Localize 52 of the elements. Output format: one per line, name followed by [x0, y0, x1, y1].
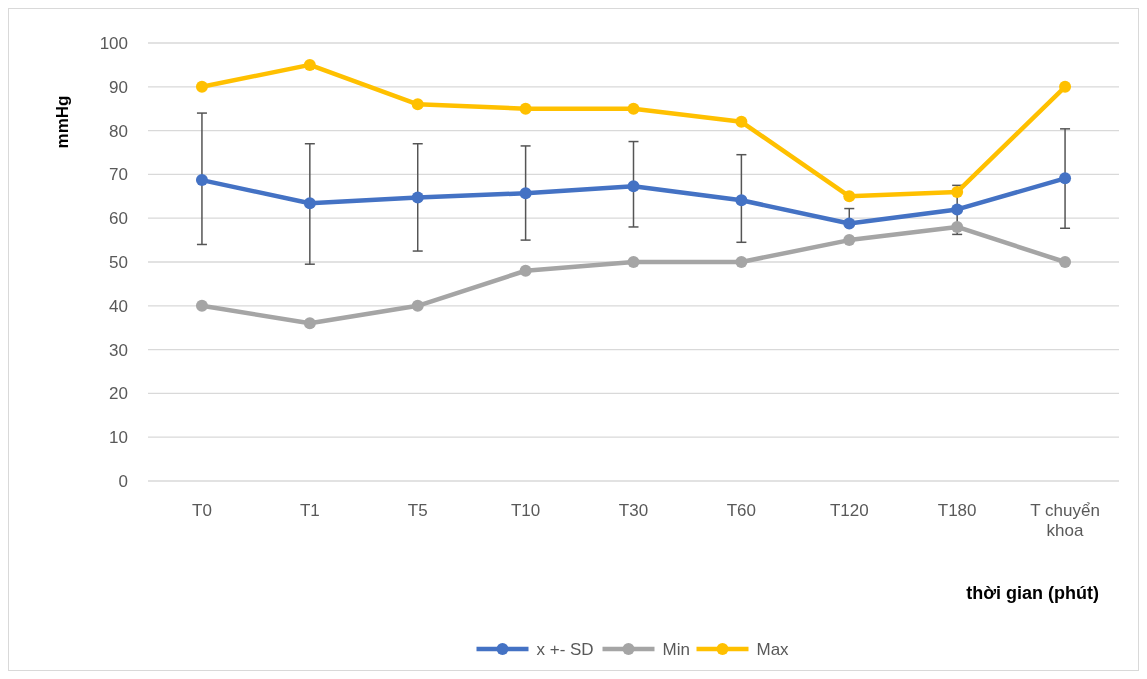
- y-tick-label: 0: [118, 471, 128, 491]
- point: [1059, 172, 1072, 185]
- x-tick-label: T1: [299, 501, 320, 520]
- y-tick-label: 20: [109, 384, 128, 404]
- x-tick-label: T10: [510, 501, 541, 520]
- x-tick-label: T120: [829, 501, 869, 520]
- point: [519, 102, 532, 115]
- y-tick-label: 40: [109, 296, 128, 316]
- point: [1059, 80, 1072, 93]
- point: [411, 299, 424, 312]
- point: [735, 256, 748, 268]
- y-tick-label: 90: [109, 77, 128, 97]
- y-tick-label: 10: [109, 428, 128, 448]
- x-tick-label: T0: [192, 501, 212, 520]
- point: [627, 102, 640, 115]
- legend-label: Min: [662, 639, 690, 659]
- point: [411, 98, 424, 111]
- point: [735, 194, 748, 207]
- point: [843, 217, 856, 230]
- point: [843, 190, 856, 203]
- point: [411, 191, 424, 204]
- point: [519, 264, 532, 277]
- point: [195, 80, 208, 93]
- point: [951, 185, 964, 198]
- point: [195, 174, 208, 187]
- y-tick-label: 70: [109, 165, 128, 185]
- y-tick-label: 100: [99, 33, 128, 53]
- point: [303, 197, 316, 210]
- y-axis-title: mmHg: [53, 95, 72, 149]
- point: [843, 234, 856, 247]
- point: [627, 256, 640, 268]
- point: [1059, 256, 1072, 268]
- point: [519, 187, 532, 200]
- y-tick-label: 60: [109, 209, 128, 229]
- y-tick-label: 50: [109, 252, 128, 272]
- legend-label: Max: [756, 639, 790, 659]
- point: [951, 203, 964, 216]
- point: [303, 317, 316, 330]
- point: [195, 299, 208, 312]
- y-tick-label: 30: [109, 340, 128, 360]
- legend-label: x +- SD: [536, 639, 594, 659]
- point: [951, 220, 964, 233]
- x-axis-title: thời gian (phút): [966, 583, 1099, 603]
- x-tick-label: T chuyển khoa: [1030, 501, 1100, 541]
- x-tick-label: T30: [618, 501, 649, 520]
- x-tick-label: T60: [726, 501, 757, 520]
- y-tick-label: 80: [109, 121, 128, 141]
- point: [735, 115, 748, 128]
- x-tick-label: T5: [407, 501, 428, 520]
- point: [303, 58, 316, 71]
- point: [627, 180, 640, 193]
- x-tick-label: T180: [937, 501, 977, 520]
